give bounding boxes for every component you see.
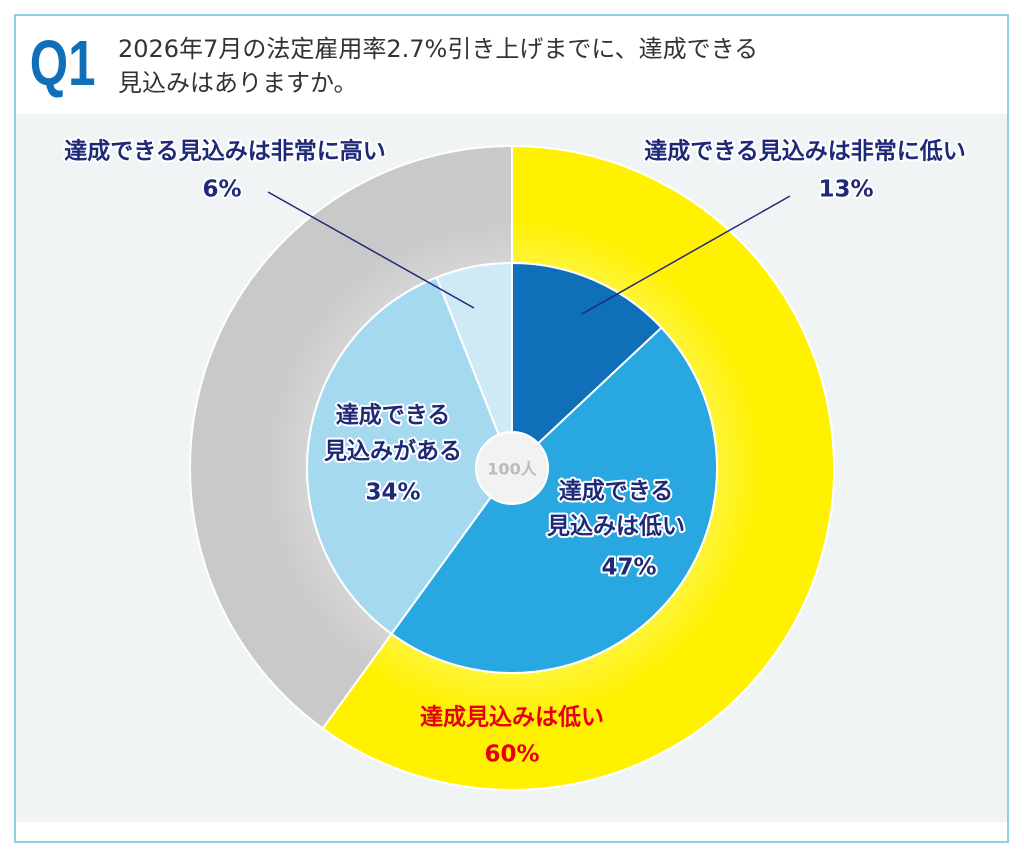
slice-label: 見込みがある bbox=[324, 438, 462, 465]
value-label: 47% bbox=[601, 555, 656, 581]
inner-slice bbox=[306, 276, 514, 636]
inner-slice bbox=[511, 261, 663, 471]
chart-title: 2026年7月の法定雇用率2.7%引き上げまでに、達成できる bbox=[118, 35, 758, 63]
center-disc bbox=[475, 431, 549, 505]
value-label: 34% bbox=[365, 480, 420, 506]
slice-label: 達成できる bbox=[336, 402, 451, 429]
chart-title: 見込みはありますか。 bbox=[118, 69, 358, 97]
slice-label: 達成見込みは低い bbox=[420, 704, 604, 731]
inner-slice bbox=[390, 326, 719, 674]
slice-label: 達成できる bbox=[559, 478, 674, 505]
slice-label: 見込みは低い bbox=[547, 514, 685, 540]
inner-slice bbox=[435, 261, 513, 469]
value-label: 6% bbox=[202, 177, 241, 203]
slice-label: 達成できる見込みは非常に高い bbox=[64, 138, 386, 165]
leader-line bbox=[267, 191, 475, 309]
value-label: 13% bbox=[818, 177, 873, 203]
badge: Q1 bbox=[30, 28, 96, 100]
value-label: 60% bbox=[484, 742, 539, 768]
leader-line bbox=[581, 195, 791, 315]
center-label: 100人 bbox=[487, 460, 537, 479]
slice-label: 達成できる見込みは非常に低い bbox=[644, 138, 966, 165]
